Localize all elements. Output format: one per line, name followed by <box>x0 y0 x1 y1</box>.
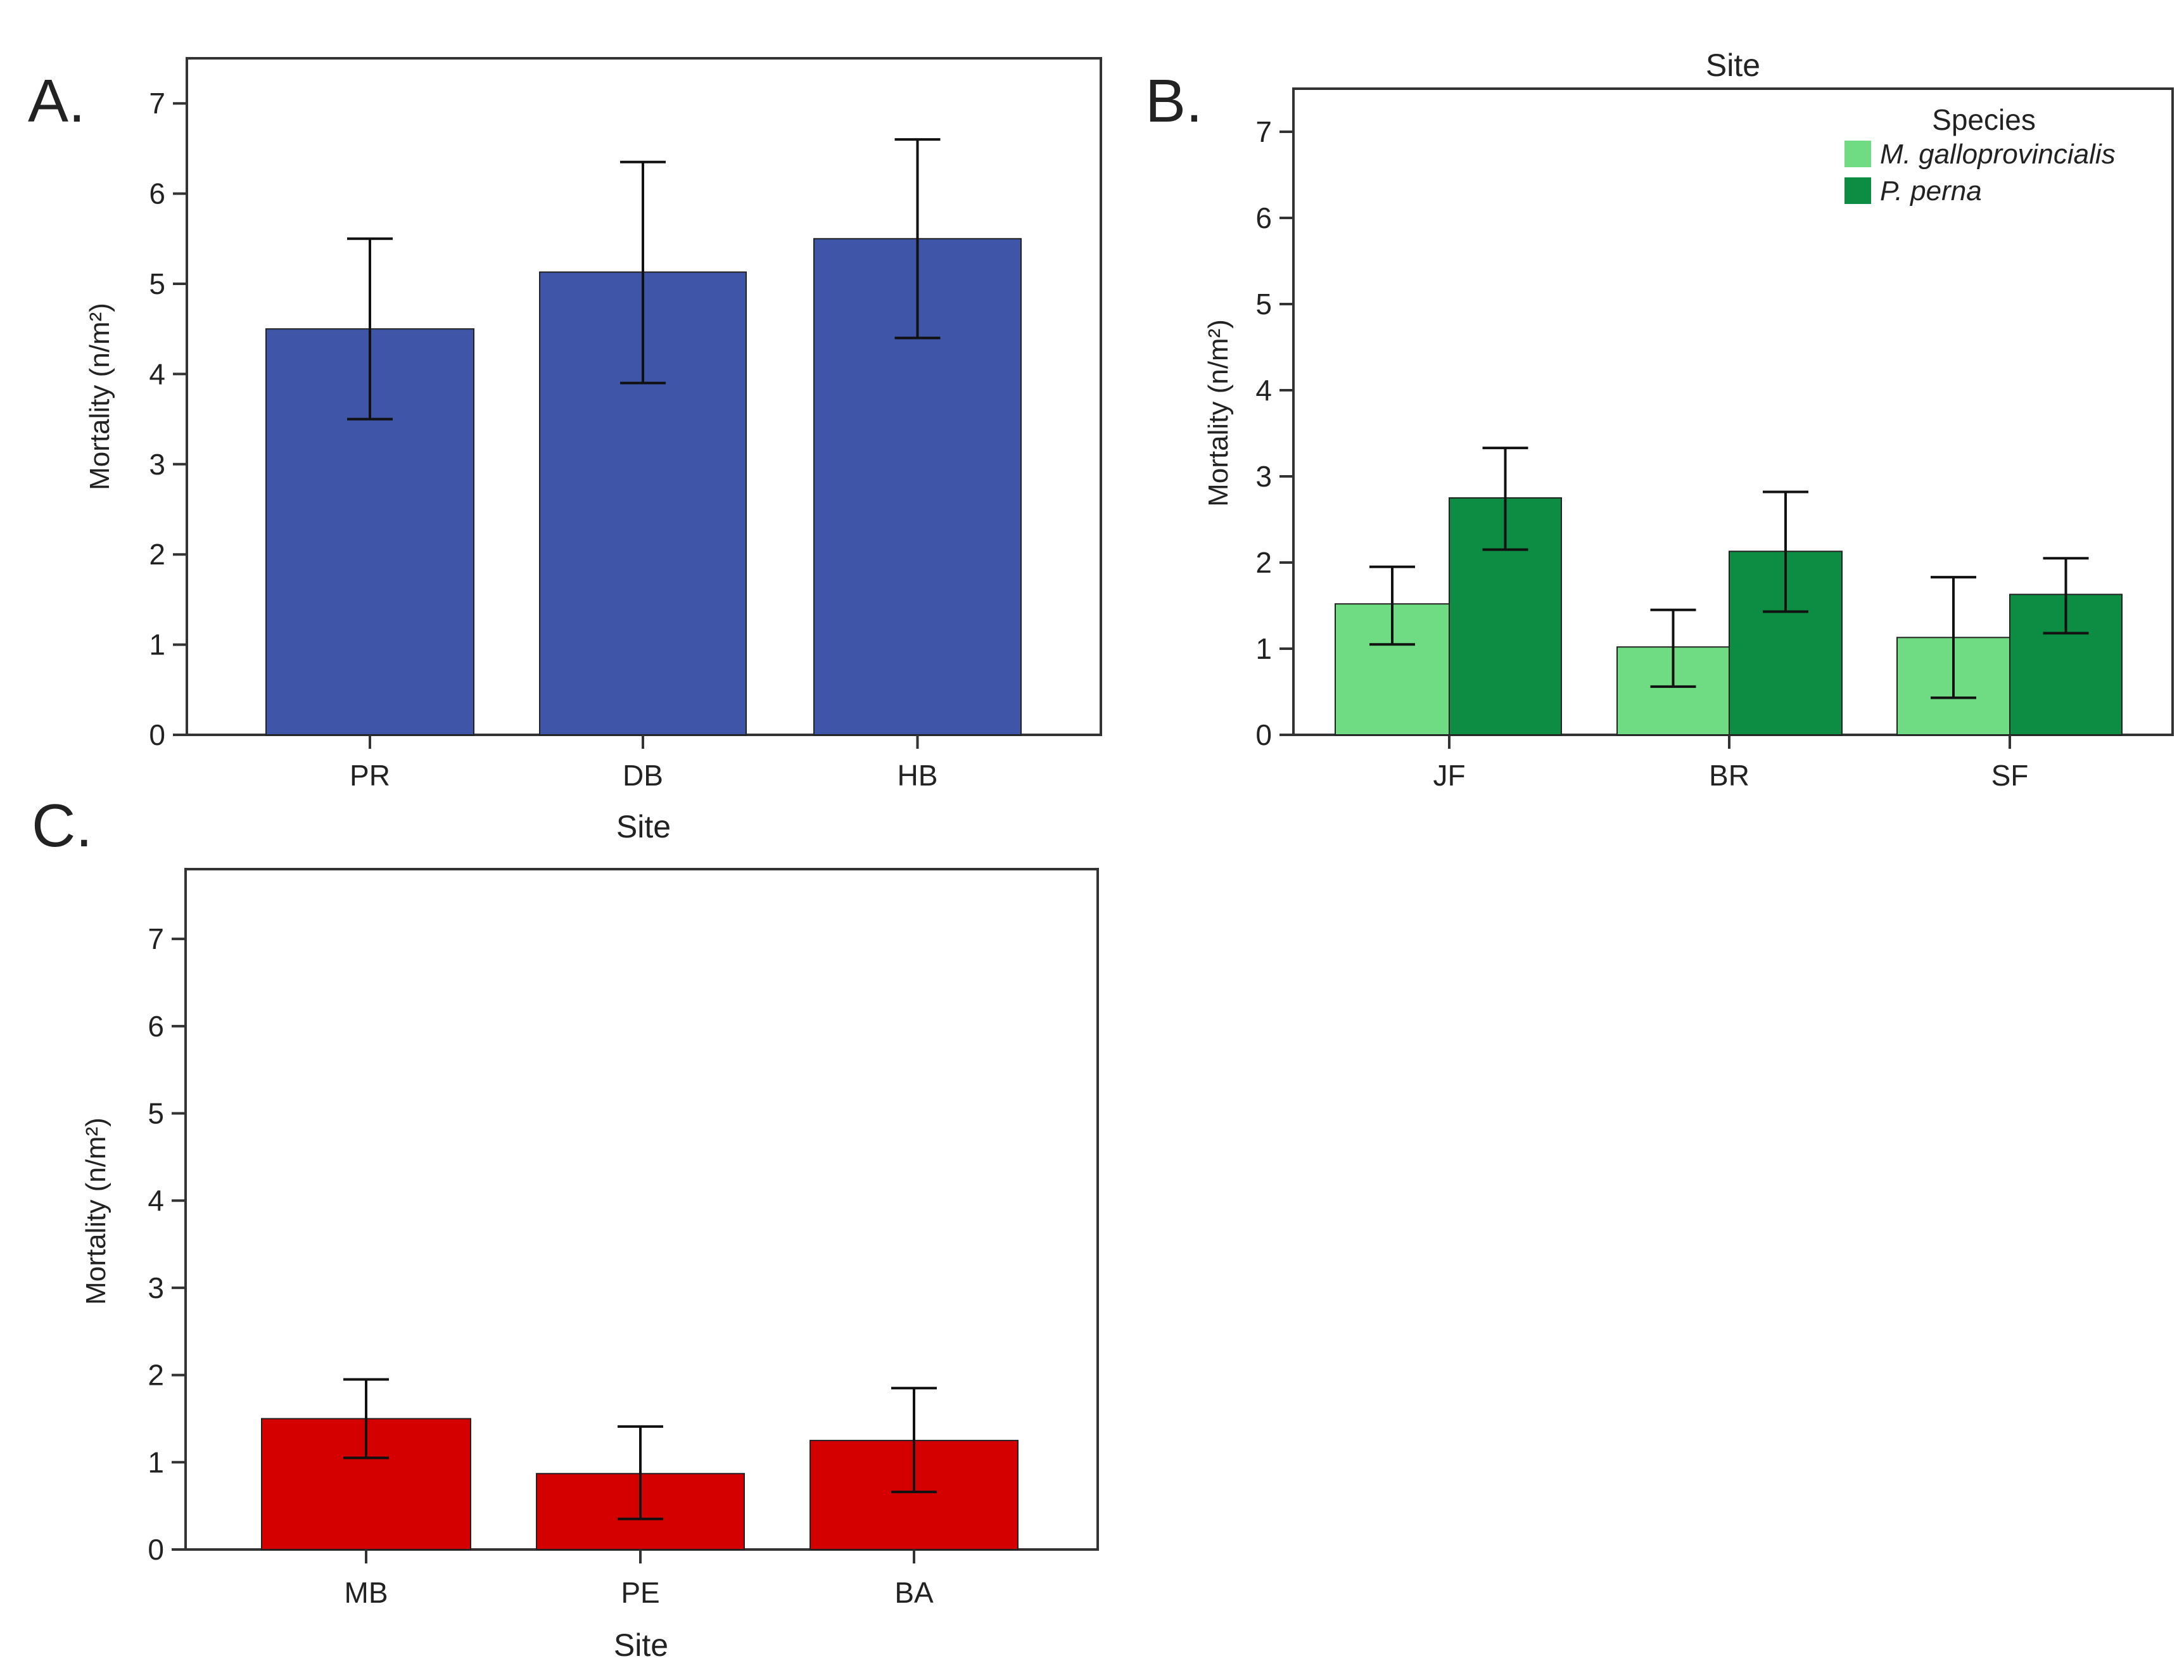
x-tick-label: MB <box>345 1576 388 1609</box>
y-axis-title: Mortality (n/m²) <box>84 303 115 490</box>
panel-letter: B. <box>1145 67 1203 135</box>
y-tick-label: 7 <box>148 922 164 955</box>
y-tick-label: 7 <box>149 87 165 120</box>
y-tick-label: 0 <box>148 1533 164 1566</box>
chart-title: Site <box>1706 48 1760 83</box>
y-tick-label: 3 <box>149 448 165 481</box>
chart-panel-1: B. 0 1 2 3 4 5 6 7 Mortality (n/m²) Site JF BR SF Spec… <box>1145 48 2174 792</box>
y-tick-label: 7 <box>1255 115 1272 148</box>
y-tick-label: 0 <box>1255 718 1272 751</box>
y-tick-label: 5 <box>149 267 165 300</box>
y-tick-label: 2 <box>1255 546 1272 579</box>
y-tick-label: 6 <box>149 177 165 210</box>
x-tick-label: PR <box>350 759 390 792</box>
legend-swatch <box>1844 141 1871 167</box>
legend-label: M. galloprovincialis <box>1880 139 2116 170</box>
x-tick-label: BR <box>1709 759 1749 792</box>
y-tick-label: 1 <box>148 1446 164 1479</box>
x-axis-title: Site <box>616 809 671 844</box>
legend-title: Species <box>1932 103 2036 136</box>
x-tick-label: JF <box>1433 759 1465 792</box>
y-tick-label: 4 <box>149 357 165 390</box>
y-tick-label: 2 <box>148 1359 164 1392</box>
y-tick-label: 6 <box>1255 201 1272 234</box>
y-tick-label: 3 <box>148 1271 164 1304</box>
y-tick-label: 3 <box>1255 460 1272 493</box>
x-tick-label: DB <box>623 759 663 792</box>
panel-letter: C. <box>32 792 92 860</box>
x-tick-label: BA <box>894 1576 934 1609</box>
panel-letter: A. <box>28 67 86 135</box>
y-axis-title: Mortality (n/m²) <box>1203 319 1234 507</box>
y-tick-label: 5 <box>1255 288 1272 321</box>
y-tick-label: 1 <box>1255 632 1272 665</box>
y-tick-label: 0 <box>149 718 165 751</box>
x-tick-label: SF <box>1991 759 2029 792</box>
legend-label: P. perna <box>1880 175 1982 207</box>
bar <box>265 328 474 735</box>
x-tick-label: PE <box>621 1576 659 1609</box>
chart-panel-2: C. 0 1 2 3 4 5 6 7 Mortality (n/m²) Site MB PE BA <box>32 792 1099 1663</box>
y-tick-label: 4 <box>1255 374 1272 407</box>
y-tick-label: 6 <box>148 1010 164 1043</box>
y-tick-label: 4 <box>148 1184 164 1217</box>
chart-panel-0: A. 0 1 2 3 4 5 6 7 Mortality (n/m²) Site PR DB HB <box>28 57 1102 844</box>
y-tick-label: 2 <box>149 538 165 571</box>
y-tick-label: 1 <box>149 628 165 661</box>
legend-swatch <box>1844 177 1871 204</box>
x-axis-title: Site <box>614 1627 668 1663</box>
x-tick-label: HB <box>898 759 938 792</box>
y-tick-label: 5 <box>148 1097 164 1130</box>
y-axis-title: Mortality (n/m²) <box>80 1117 111 1305</box>
